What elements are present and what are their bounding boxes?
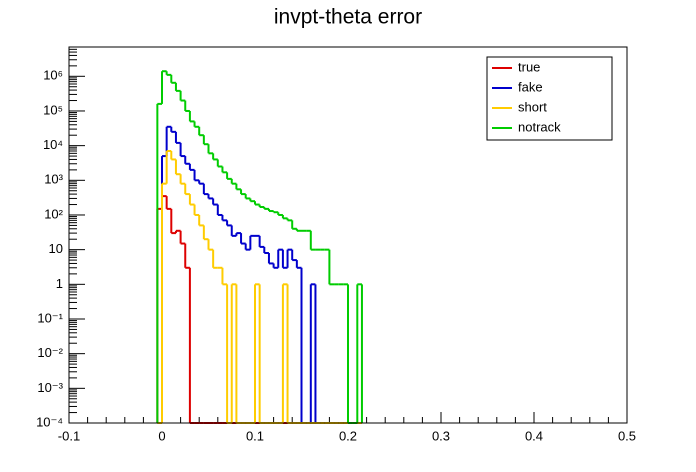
legend-box: [486, 56, 613, 141]
x-tick-label: -0.1: [58, 428, 80, 443]
y-tick-label: 10⁻²: [37, 345, 63, 360]
y-tick-label: 10⁶: [43, 68, 63, 83]
y-tick-label: 10⁻³: [37, 380, 63, 395]
legend-label: short: [518, 99, 547, 114]
legend: true fake short notrack: [486, 56, 613, 141]
y-tick-label: 10⁵: [43, 102, 63, 117]
y-tick-label: 1: [56, 276, 63, 291]
series: [157, 150, 362, 424]
y-tick-label: 10⁻⁴: [36, 414, 63, 429]
x-tick-label: 0.5: [618, 428, 636, 443]
series: [156, 70, 363, 424]
frame: [68, 46, 628, 424]
x-tick-label: 0.1: [246, 428, 264, 443]
y-tick-label: 10⁻¹: [37, 310, 63, 325]
y-tick-label: 10²: [44, 206, 63, 221]
y-tick-label: 10³: [44, 172, 63, 187]
legend-label: notrack: [518, 119, 561, 134]
legend-label: fake: [518, 79, 543, 94]
x-tick-label: 0.3: [432, 428, 450, 443]
x-tick-label: 0.4: [525, 428, 543, 443]
y-tick-label: 10⁴: [43, 137, 63, 152]
x-tick-label: 0: [158, 428, 165, 443]
legend-label: true: [518, 59, 540, 74]
y-tick-label: 10: [49, 241, 63, 256]
x-tick-label: 0.2: [339, 428, 357, 443]
chart-title: invpt-theta error: [274, 6, 422, 29]
